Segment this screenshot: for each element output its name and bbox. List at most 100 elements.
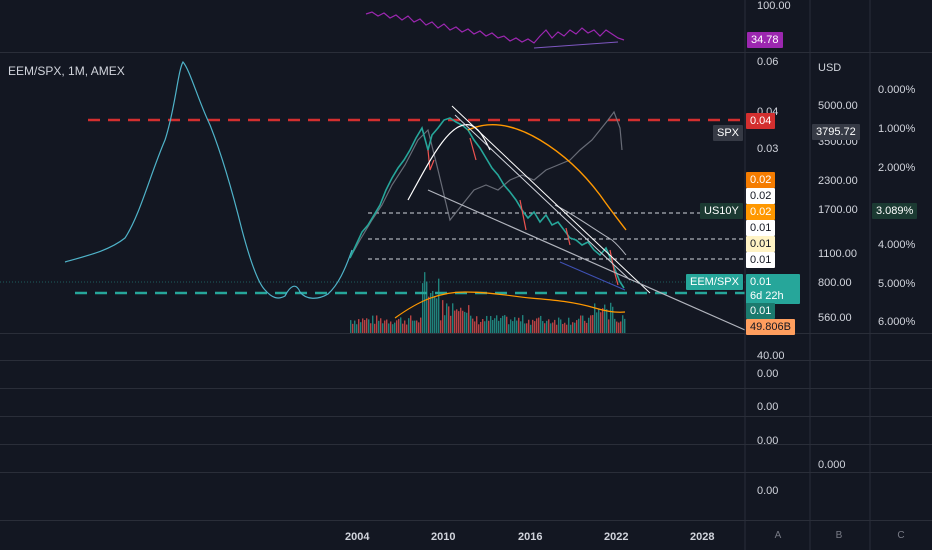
volume-bar (416, 320, 418, 333)
volume-bar (356, 324, 358, 333)
volume-bar (470, 315, 472, 333)
volume-bar (582, 315, 584, 333)
volume-bar (426, 281, 428, 333)
volume-bar (390, 321, 392, 333)
volume-bar (560, 319, 562, 333)
us10y-yield-line (64, 60, 353, 299)
volume-bar (450, 315, 452, 333)
axis-mode-button-a[interactable]: A (774, 530, 782, 541)
pane-separator[interactable] (0, 416, 932, 417)
volume-bar (456, 309, 458, 333)
pane-separator[interactable] (0, 520, 932, 521)
volume-bar (610, 302, 612, 333)
spx-series-label: SPX (713, 125, 744, 141)
spx-axis-tick: 1700.00 (818, 204, 858, 216)
eem-spx-series-label: EEM/SPX (686, 274, 743, 290)
volume-bar (434, 295, 436, 333)
volume-bar (586, 322, 588, 333)
volume-bar (596, 312, 598, 333)
volume-bar (392, 324, 394, 333)
volume-bar (488, 320, 490, 333)
volume-bar (580, 315, 582, 333)
volume-bar (430, 293, 432, 333)
volume-bar (380, 318, 382, 333)
volume-bar (460, 307, 462, 333)
volume-bar (422, 283, 424, 333)
volume-bar (548, 319, 550, 333)
volume-bar (482, 318, 484, 333)
trendline-upper-1 (451, 105, 651, 294)
volume-bar (438, 278, 440, 333)
volume-bar (442, 300, 444, 333)
volume-bar (384, 320, 386, 333)
symbol-title[interactable]: EEM/SPX, 1M, AMEX (8, 64, 125, 78)
volume-axis-tick: 40.00 (757, 350, 785, 362)
volume-bar (360, 322, 362, 333)
volume-bar (566, 324, 568, 333)
pane-separator[interactable] (0, 472, 932, 473)
volume-bar (496, 315, 498, 333)
volume-bar (588, 317, 590, 333)
volume-bar (592, 315, 594, 333)
volume-bar (622, 315, 624, 333)
volume-bar (616, 321, 618, 333)
volume-bar (518, 317, 520, 333)
pane-separator[interactable] (0, 388, 932, 389)
primary-axis-tick: 0.03 (757, 143, 779, 155)
volume-bar (614, 318, 616, 333)
volume-bar (368, 319, 370, 333)
volume-bar (598, 309, 600, 333)
volume-bar (578, 318, 580, 333)
volume-bar (534, 321, 536, 333)
volume-bar (600, 312, 602, 333)
volume-bar (512, 321, 514, 333)
volume-bar (546, 320, 548, 333)
x-axis-tick: 2022 (604, 531, 629, 543)
volume-bar (498, 320, 500, 333)
volume-average-line (394, 291, 626, 319)
volume-bar (364, 320, 366, 333)
us10y-primary-tag: 0.02 (746, 204, 776, 220)
yield-axis-tick: 1.000% (878, 123, 916, 135)
volume-bar (428, 296, 430, 333)
pane-separator[interactable] (0, 52, 932, 53)
top-indicator-trend (533, 41, 619, 49)
volume-bar (446, 303, 448, 333)
yield-axis-tick: 4.000% (878, 239, 916, 251)
level-tag: 0.01 (746, 303, 776, 319)
volume-bar (522, 315, 524, 333)
volume-value-tag: 49.806B (746, 319, 795, 335)
volume-bar (404, 320, 406, 333)
yield-axis-tick: 2.000% (878, 162, 916, 174)
spx-last-value: 3795.72 (812, 124, 860, 140)
us10y-last-value: 3.089% (872, 203, 918, 219)
volume-bar (520, 321, 522, 333)
axis-mode-button-c[interactable]: C (897, 530, 905, 541)
yield-axis-tick: 6.000% (878, 316, 916, 328)
pane-separator[interactable] (0, 333, 932, 334)
volume-bar (604, 304, 606, 333)
spx-axis-tick: 5000.00 (818, 100, 858, 112)
volume-bar (554, 319, 556, 333)
volume-bar (398, 318, 400, 333)
axis-mode-button-b[interactable]: B (835, 530, 843, 541)
volume-bar (608, 319, 610, 333)
volume-bar (564, 322, 566, 333)
volume-bar (494, 318, 496, 333)
pane-separator[interactable] (0, 444, 932, 445)
volume-bar (484, 321, 486, 333)
x-axis-tick: 2028 (690, 531, 715, 543)
volume-bar (594, 303, 596, 333)
sub-pane-tick: 0.00 (757, 401, 779, 413)
volume-bar (382, 323, 384, 333)
volume-bar (550, 323, 552, 333)
pane-separator[interactable] (0, 360, 932, 361)
sub-pane-tick: 0.00 (757, 435, 779, 447)
volume-bar (606, 309, 608, 333)
volume-bar (500, 317, 502, 333)
spx-axis-tick: 800.00 (818, 277, 852, 289)
white-level-tag: 0.01 (746, 252, 776, 268)
volume-bar (492, 320, 494, 333)
volume-bar (424, 272, 426, 333)
